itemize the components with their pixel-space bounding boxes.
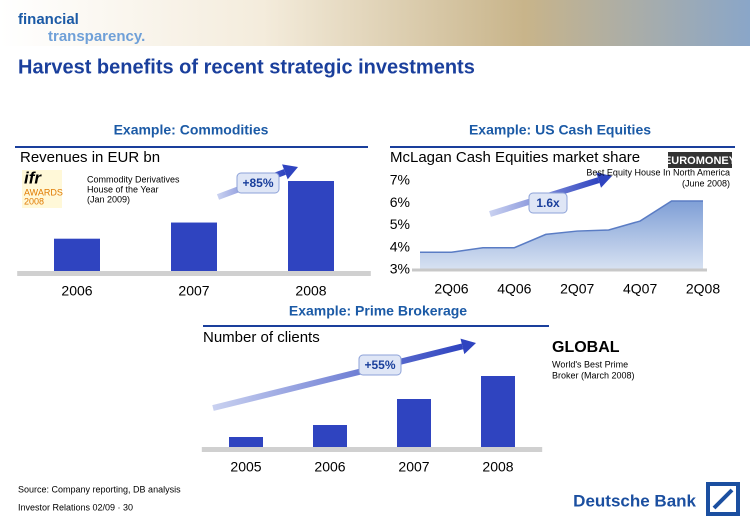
slide-title: Harvest benefits of recent strategic inv… [18,56,475,78]
y-tick-label: 5% [390,216,410,232]
x-tick-label: 2008 [295,283,326,299]
chart-title: Number of clients [203,329,320,346]
bar [481,376,515,447]
award-logo [22,170,62,208]
market-share-area [420,201,703,270]
trend-arrow-head [282,164,298,180]
bar [313,425,347,447]
award-text: Commodity Derivatives [87,174,180,184]
y-tick-label: 7% [390,172,410,188]
annotation-box [236,172,280,194]
brand-logo-slash [712,488,734,510]
bar [171,222,217,271]
chart-heading: Example: US Cash Equities [469,122,651,138]
chart-title: McLagan Cash Equities market share [390,149,640,166]
bar [229,437,263,447]
chart-heading: Example: Commodities [114,122,269,138]
y-tick-label: 4% [390,238,410,254]
annotation: +85% [242,176,273,190]
x-tick-label: 2006 [314,459,345,475]
award-text: House of the Year [87,184,159,194]
award-logo-text: AWARDS [24,187,63,197]
trend-arrow-head [596,172,612,188]
trend-arrow-head [460,338,476,355]
y-tick-label: 6% [390,194,410,210]
award-logo [668,152,732,168]
y-tick-label: 3% [390,261,410,277]
annotation: +55% [364,358,395,372]
award-text: (June 2008) [682,178,730,188]
x-tick-label: 4Q06 [497,281,531,297]
annotation-box [358,354,402,376]
x-tick-label: 2Q06 [434,281,468,297]
x-tick-label: 2008 [482,459,513,475]
award-text: World's Best Prime [552,359,628,369]
x-tick-label: 2007 [398,459,429,475]
logo-top: financial [18,11,79,28]
base-band [17,271,371,276]
chart-title: Revenues in EUR bn [20,149,160,166]
award-logo-text: ifr [24,168,42,187]
page-info: Investor Relations 02/09 · 30 [18,502,133,512]
chart-heading: Example: Prime Brokerage [289,303,467,319]
market-share-line [420,200,703,253]
annotation-box [528,192,568,214]
award-logo-text: 2008 [24,196,44,206]
x-tick-label: 2007 [178,283,209,299]
trend-arrow [212,343,464,411]
bar [288,181,334,271]
brand-logo [706,482,740,516]
brand: Deutsche Bank [573,491,696,510]
logo-bottom: transparency. [48,28,145,45]
x-tick-label: 2005 [230,459,261,475]
bar [397,399,431,447]
x-tick-label: 4Q07 [623,281,657,297]
award-text: Best Equity House In North America [586,167,730,177]
award-logo-text: GLOBAL [552,339,620,356]
banner [0,0,750,46]
award-text: (Jan 2009) [87,194,130,204]
award-text: Broker (March 2008) [552,370,635,380]
x-tick-label: 2006 [61,283,92,299]
x-tick-label: 2Q07 [560,281,594,297]
source: Source: Company reporting, DB analysis [18,484,181,494]
bar [54,238,100,271]
base-band [201,447,543,452]
award-logo-text: EUROMONEY [664,155,737,167]
x-tick-label: 2Q08 [686,281,720,297]
annotation: 1.6x [536,196,560,210]
